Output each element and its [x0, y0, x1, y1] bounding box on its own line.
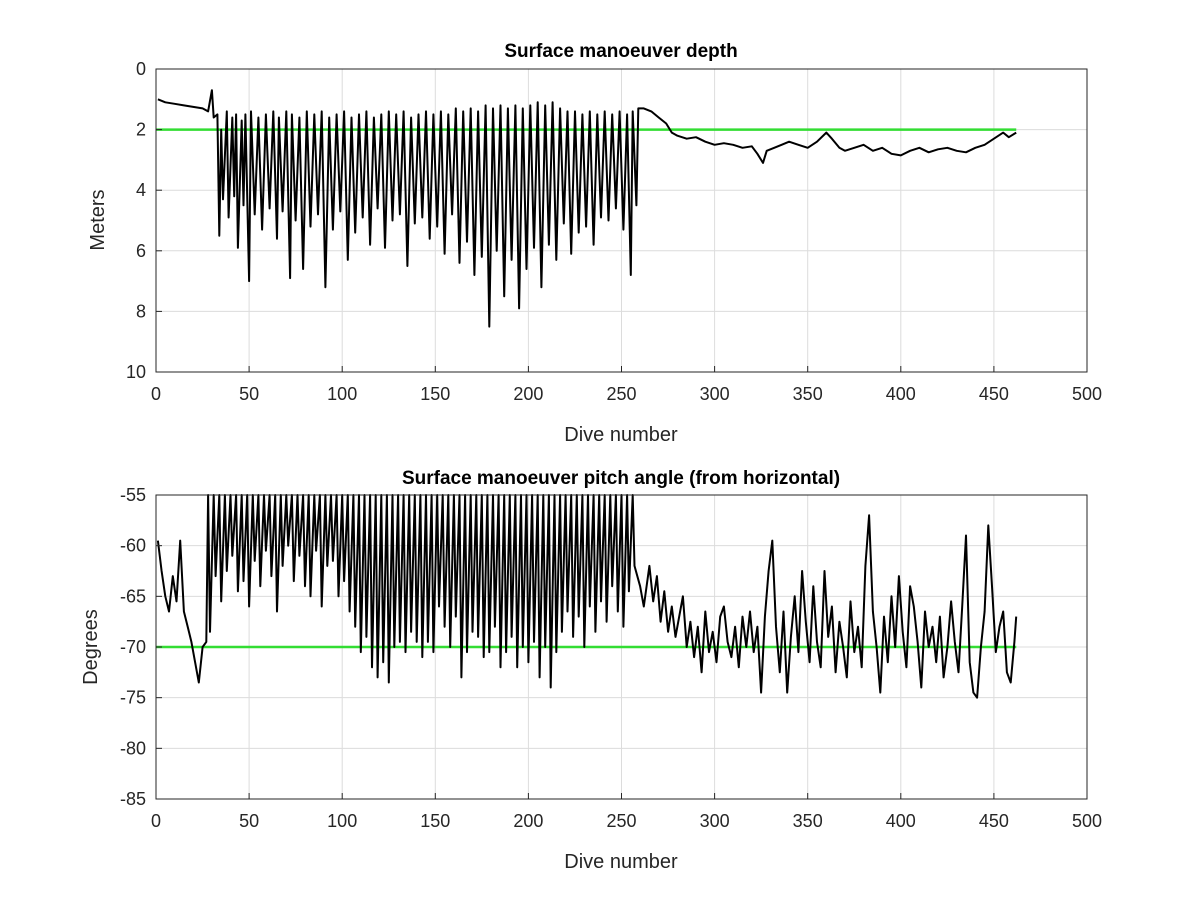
depth-y-tick-label: 4 [136, 180, 146, 200]
pitch-y-tick-label: -80 [120, 738, 146, 758]
depth-x-ticks: 0 50 100 150 200 250 300 350 400 450 500 [151, 366, 1102, 404]
pitch-series-line [156, 494, 1018, 699]
depth-x-tick-label: 250 [606, 384, 636, 404]
depth-x-tick-label: 150 [420, 384, 450, 404]
pitch-y-tick-label: -65 [120, 586, 146, 606]
depth-x-tick-label: 200 [513, 384, 543, 404]
pitch-chart-title: Surface manoeuver pitch angle (from hori… [402, 468, 840, 489]
pitch-chart: 0 50 100 150 200 250 300 350 400 450 500 -55 -60 -65… [80, 468, 1102, 873]
depth-series-line [157, 89, 1017, 328]
pitch-y-tick-label: -55 [120, 485, 146, 505]
pitch-x-tick-label: 0 [151, 811, 161, 831]
pitch-y-axis-label: Degrees [80, 609, 102, 685]
pitch-x-tick-label: 100 [327, 811, 357, 831]
pitch-x-ticks: 0 50 100 150 200 250 300 350 400 450 500 [151, 793, 1102, 831]
pitch-x-tick-label: 500 [1072, 811, 1102, 831]
pitch-x-tick-label: 300 [700, 811, 730, 831]
depth-x-tick-label: 450 [979, 384, 1009, 404]
pitch-x-tick-label: 50 [239, 811, 259, 831]
depth-y-ticks: 0 2 4 6 8 10 [126, 59, 162, 382]
depth-chart: 0 50 100 150 200 250 300 350 400 450 500 0 2 4 6 8 10 S… [87, 41, 1102, 446]
pitch-y-tick-label: -70 [120, 637, 146, 657]
pitch-x-tick-label: 250 [606, 811, 636, 831]
depth-y-tick-label: 10 [126, 362, 146, 382]
depth-y-tick-label: 8 [136, 301, 146, 321]
depth-x-tick-label: 0 [151, 384, 161, 404]
depth-y-tick-label: 6 [136, 241, 146, 261]
pitch-y-tick-label: -60 [120, 536, 146, 556]
depth-chart-title: Surface manoeuver depth [504, 41, 737, 62]
depth-y-axis-label: Meters [87, 189, 109, 250]
pitch-y-ticks: -55 -60 -65 -70 -75 -80 -85 [120, 485, 162, 809]
pitch-x-axis-label: Dive number [564, 851, 678, 873]
pitch-series [156, 494, 1018, 699]
pitch-x-tick-label: 400 [886, 811, 916, 831]
depth-x-axis-label: Dive number [564, 424, 678, 446]
pitch-x-tick-label: 150 [420, 811, 450, 831]
pitch-x-tick-label: 350 [793, 811, 823, 831]
depth-x-tick-label: 300 [700, 384, 730, 404]
pitch-y-tick-label: -85 [120, 789, 146, 809]
pitch-x-tick-label: 200 [513, 811, 543, 831]
depth-x-tick-label: 500 [1072, 384, 1102, 404]
depth-x-tick-label: 50 [239, 384, 259, 404]
depth-y-tick-label: 0 [136, 59, 146, 79]
depth-x-tick-label: 350 [793, 384, 823, 404]
depth-y-tick-label: 2 [136, 120, 146, 140]
depth-x-tick-label: 100 [327, 384, 357, 404]
depth-x-tick-label: 400 [886, 384, 916, 404]
depth-series [157, 89, 1017, 328]
pitch-x-tick-label: 450 [979, 811, 1009, 831]
pitch-y-tick-label: -75 [120, 688, 146, 708]
